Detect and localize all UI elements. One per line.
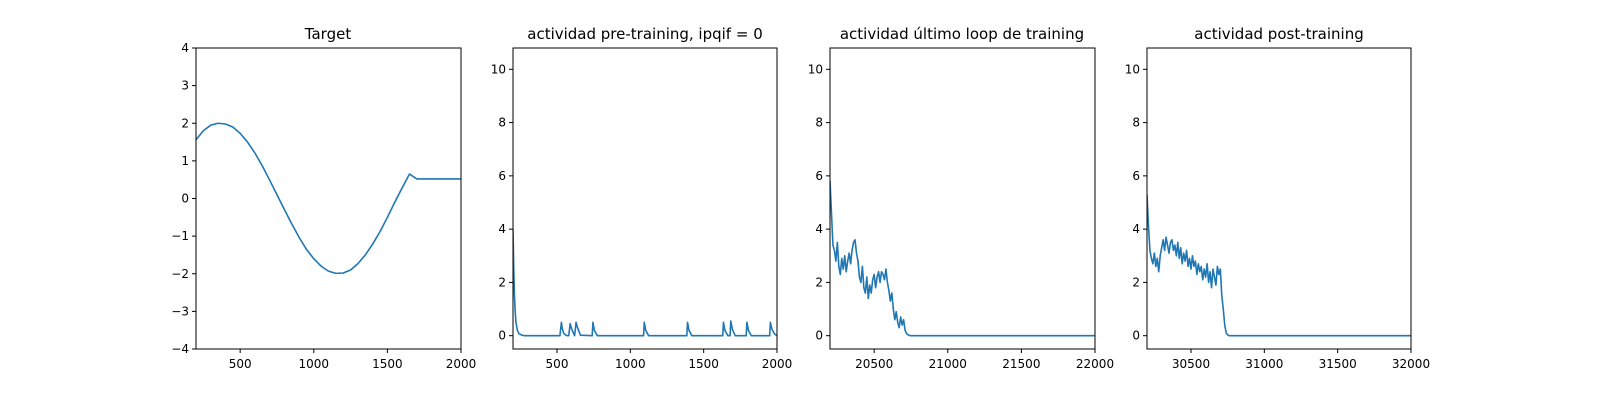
y-tick-label: −1 xyxy=(171,229,189,243)
y-tick-label: 2 xyxy=(1132,275,1140,289)
x-tick-label: 500 xyxy=(546,357,569,371)
y-tick-label: 0 xyxy=(1132,329,1140,343)
axes-frame xyxy=(829,47,1096,350)
y-tick-label: 6 xyxy=(1132,169,1140,183)
y-tick-label: 4 xyxy=(498,222,506,236)
y-tick-label: 10 xyxy=(491,62,506,76)
y-tick-label: 3 xyxy=(181,79,189,93)
y-tick-label: 2 xyxy=(815,275,823,289)
x-tick-label: 500 xyxy=(229,357,252,371)
x-tick-label: 32000 xyxy=(1392,357,1430,371)
series-line xyxy=(830,181,1095,337)
y-tick-label: 10 xyxy=(1125,62,1140,76)
y-tick-label: 8 xyxy=(815,116,823,130)
y-tick-label: 2 xyxy=(181,116,189,130)
x-tick-label: 1000 xyxy=(615,357,646,371)
chart-title: Target xyxy=(304,25,352,43)
subplot-target: Target 500 1000 1500 2000 −4 −3 −2 −1 0 1 2 3 4 xyxy=(171,25,476,371)
y-tick-label: 6 xyxy=(498,169,506,183)
y-tick-label: 4 xyxy=(1132,222,1140,236)
y-tick-label: −3 xyxy=(171,304,189,318)
y-tick-label: −2 xyxy=(171,267,189,281)
y-tick-label: 0 xyxy=(498,329,506,343)
y-tick-label: 6 xyxy=(815,169,823,183)
series-line xyxy=(196,122,461,275)
y-tick-label: 4 xyxy=(815,222,823,236)
y-tick-label: 2 xyxy=(498,275,506,289)
x-tick-label: 21500 xyxy=(1002,357,1040,371)
subplot-post-training: actividad post-training 30500 31000 31500 3… xyxy=(1125,25,1430,371)
series-line xyxy=(1147,194,1411,337)
x-tick-label: 22000 xyxy=(1076,357,1114,371)
x-tick-label: 21000 xyxy=(929,357,967,371)
axes-frame xyxy=(1146,47,1412,350)
x-tick-label: 30500 xyxy=(1172,357,1210,371)
axes-frame xyxy=(512,47,778,350)
x-tick-label: 2000 xyxy=(762,357,793,371)
chart-title: actividad último loop de training xyxy=(840,25,1084,43)
chart-title: actividad pre-training, ipqif = 0 xyxy=(527,25,763,43)
y-tick-label: 8 xyxy=(498,116,506,130)
x-tick-label: 31500 xyxy=(1319,357,1357,371)
subplot-last-training-loop: actividad último loop de training 20500 2… xyxy=(808,25,1114,371)
series-line xyxy=(513,229,777,337)
y-tick-label: 10 xyxy=(808,62,823,76)
x-tick-label: 1000 xyxy=(299,357,330,371)
x-tick-label: 1500 xyxy=(372,357,403,371)
y-tick-label: 4 xyxy=(181,41,189,55)
y-tick-label: 0 xyxy=(815,329,823,343)
chart-title: actividad post-training xyxy=(1194,25,1363,43)
y-tick-label: 0 xyxy=(181,192,189,206)
x-tick-label: 2000 xyxy=(446,357,477,371)
y-tick-label: 1 xyxy=(181,154,189,168)
subplot-pre-training: actividad pre-training, ipqif = 0 500 100… xyxy=(491,25,793,371)
x-tick-label: 31000 xyxy=(1245,357,1283,371)
x-tick-label: 20500 xyxy=(855,357,893,371)
x-tick-label: 1500 xyxy=(688,357,719,371)
y-tick-label: 8 xyxy=(1132,116,1140,130)
y-tick-label: −4 xyxy=(171,342,189,356)
axes-frame xyxy=(195,47,462,350)
